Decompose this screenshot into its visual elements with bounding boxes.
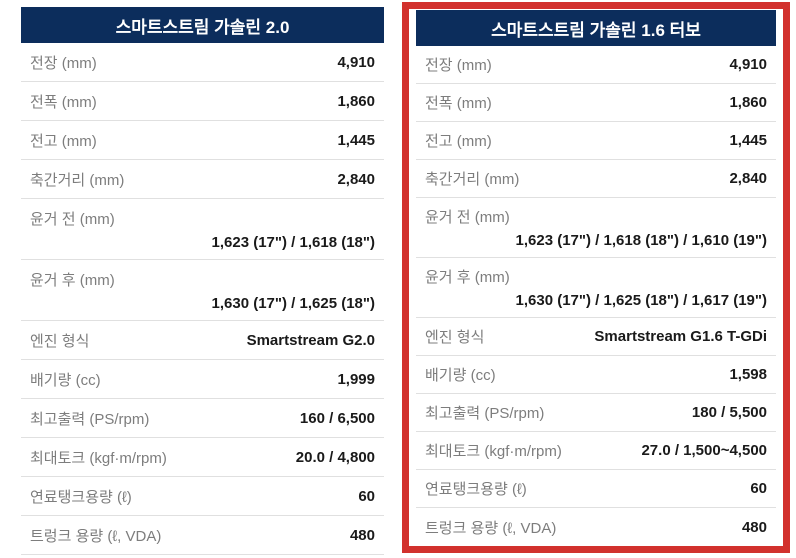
spec-value: 2,840 [337, 170, 375, 188]
spec-value: 480 [741, 518, 767, 536]
spec-row: 전폭 (mm) 1,860 [416, 84, 776, 122]
spec-value: 60 [358, 487, 375, 505]
spec-label: 전고 (mm) [425, 133, 492, 150]
spec-row: 연료탱크용량 (ℓ) 60 [416, 470, 776, 508]
spec-label: 전장 (mm) [30, 54, 97, 72]
spec-row: 엔진 형식 Smartstream G1.6 T-GDi [416, 318, 776, 356]
spec-row: 전고 (mm) 1,445 [21, 121, 384, 160]
spec-label: 윤거 전 (mm) [425, 209, 510, 226]
spec-row: 전장 (mm) 4,910 [21, 43, 384, 82]
spec-value: 1,860 [337, 92, 375, 110]
spec-label: 축간거리 (mm) [30, 171, 125, 189]
spec-row: 전고 (mm) 1,445 [416, 122, 776, 160]
spec-value: Smartstream G2.0 [246, 331, 375, 349]
spec-label: 트렁크 용량 (ℓ, VDA) [425, 519, 557, 537]
spec-value: 1,860 [729, 94, 767, 111]
spec-label: 윤거 후 (mm) [425, 269, 510, 286]
spec-value: 1,630 (17") / 1,625 (18") [211, 294, 375, 312]
spec-value: 480 [349, 526, 375, 544]
spec-label: 윤거 전 (mm) [30, 210, 115, 228]
spec-row: 전장 (mm) 4,910 [416, 46, 776, 84]
spec-row: 윤거 전 (mm) 1,623 (17") / 1,618 (18") [21, 199, 384, 260]
spec-row: 엔진 형식 Smartstream G2.0 [21, 321, 384, 360]
spec-label: 트렁크 용량 (ℓ, VDA) [30, 527, 162, 545]
spec-value: 1,598 [729, 366, 767, 383]
spec-label: 전장 (mm) [425, 57, 492, 74]
spec-label: 윤거 후 (mm) [30, 271, 115, 289]
spec-value: 27.0 / 1,500~4,500 [641, 442, 767, 459]
spec-value: 1,623 (17") / 1,618 (18") [211, 233, 375, 251]
spec-row: 트렁크 용량 (ℓ, VDA) 480 [416, 508, 776, 546]
spec-value: 20.0 / 4,800 [295, 448, 375, 466]
spec-rows: 전장 (mm) 4,910 전폭 (mm) 1,860 전고 (mm) 1,445 축간거리… [21, 43, 384, 555]
spec-label: 최고출력 (PS/rpm) [30, 410, 150, 428]
spec-value: 1,445 [729, 132, 767, 149]
spec-row: 윤거 후 (mm) 1,630 (17") / 1,625 (18") / 1,6… [416, 258, 776, 318]
spec-row: 최고출력 (PS/rpm) 160 / 6,500 [21, 399, 384, 438]
spec-value: Smartstream G1.6 T-GDi [594, 328, 767, 345]
spec-label: 전폭 (mm) [425, 95, 492, 112]
spec-row: 트렁크 용량 (ℓ, VDA) 480 [21, 516, 384, 555]
spec-label: 최대토크 (kgf·m/rpm) [425, 443, 562, 460]
spec-value: 1,630 (17") / 1,625 (18") / 1,617 (19") [515, 292, 767, 309]
spec-table-gasoline-1-6-turbo-highlight-box: 스마트스트림 가솔린 1.6 터보 전장 (mm) 4,910 전폭 (mm) 1,8… [402, 2, 790, 553]
spec-row: 연료탱크용량 (ℓ) 60 [21, 477, 384, 516]
spec-row: 배기량 (cc) 1,598 [416, 356, 776, 394]
spec-table-title: 스마트스트림 가솔린 2.0 [21, 7, 384, 43]
spec-row: 최대토크 (kgf·m/rpm) 27.0 / 1,500~4,500 [416, 432, 776, 470]
spec-row: 전폭 (mm) 1,860 [21, 82, 384, 121]
spec-table-gasoline-2-0: 스마트스트림 가솔린 2.0 전장 (mm) 4,910 전폭 (mm) 1,860 전… [21, 7, 384, 555]
spec-row: 최대토크 (kgf·m/rpm) 20.0 / 4,800 [21, 438, 384, 477]
spec-value: 2,840 [729, 170, 767, 187]
spec-row: 배기량 (cc) 1,999 [21, 360, 384, 399]
spec-row: 윤거 전 (mm) 1,623 (17") / 1,618 (18") / 1,6… [416, 198, 776, 258]
spec-value: 4,910 [337, 53, 375, 71]
spec-value: 1,999 [337, 370, 375, 388]
spec-label: 연료탱크용량 (ℓ) [425, 481, 527, 498]
spec-label: 축간거리 (mm) [425, 171, 520, 188]
spec-label: 최고출력 (PS/rpm) [425, 405, 545, 422]
spec-table-title: 스마트스트림 가솔린 1.6 터보 [416, 10, 776, 46]
spec-label: 최대토크 (kgf·m/rpm) [30, 449, 167, 467]
spec-row: 축간거리 (mm) 2,840 [416, 160, 776, 198]
spec-label: 전고 (mm) [30, 132, 97, 150]
spec-label: 배기량 (cc) [425, 367, 496, 384]
spec-value: 1,623 (17") / 1,618 (18") / 1,610 (19") [515, 232, 767, 249]
spec-value: 4,910 [729, 56, 767, 73]
spec-value: 180 / 5,500 [691, 404, 767, 421]
spec-label: 엔진 형식 [30, 332, 90, 350]
spec-row: 윤거 후 (mm) 1,630 (17") / 1,625 (18") [21, 260, 384, 321]
spec-row: 축간거리 (mm) 2,840 [21, 160, 384, 199]
spec-label: 연료탱크용량 (ℓ) [30, 488, 132, 506]
spec-row: 최고출력 (PS/rpm) 180 / 5,500 [416, 394, 776, 432]
spec-label: 전폭 (mm) [30, 93, 97, 111]
spec-label: 엔진 형식 [425, 329, 485, 346]
spec-value: 1,445 [337, 131, 375, 149]
spec-rows: 전장 (mm) 4,910 전폭 (mm) 1,860 전고 (mm) 1,445 축간거리… [416, 46, 776, 546]
spec-value: 60 [750, 480, 767, 497]
spec-label: 배기량 (cc) [30, 371, 101, 389]
spec-value: 160 / 6,500 [299, 409, 375, 427]
